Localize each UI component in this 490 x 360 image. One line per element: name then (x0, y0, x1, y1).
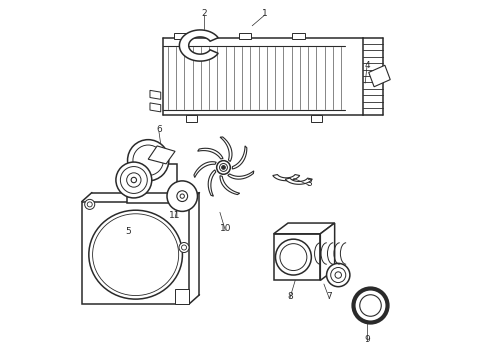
Ellipse shape (360, 295, 381, 316)
Polygon shape (150, 90, 161, 99)
Polygon shape (232, 146, 247, 169)
Ellipse shape (127, 140, 169, 181)
Polygon shape (126, 164, 177, 203)
Bar (174, 33, 187, 39)
Polygon shape (197, 148, 223, 159)
Polygon shape (320, 223, 335, 280)
Bar (293, 33, 305, 39)
Text: 11: 11 (170, 211, 181, 220)
Bar (311, 116, 322, 122)
Text: 7: 7 (326, 292, 332, 301)
Ellipse shape (116, 162, 152, 198)
Polygon shape (82, 202, 190, 304)
Text: 2: 2 (201, 9, 207, 18)
Ellipse shape (335, 272, 342, 278)
Ellipse shape (221, 166, 225, 169)
Text: 10: 10 (220, 224, 231, 233)
Ellipse shape (85, 199, 95, 210)
Ellipse shape (275, 239, 311, 275)
Text: 6: 6 (156, 125, 162, 134)
Text: 3: 3 (307, 179, 313, 188)
Text: 5: 5 (125, 228, 131, 237)
Polygon shape (368, 65, 390, 87)
Polygon shape (285, 178, 312, 184)
Polygon shape (274, 223, 335, 234)
Polygon shape (175, 289, 190, 304)
Ellipse shape (167, 181, 197, 211)
Polygon shape (179, 30, 218, 61)
Ellipse shape (89, 210, 182, 299)
Ellipse shape (220, 163, 227, 171)
Polygon shape (220, 137, 232, 162)
Ellipse shape (177, 191, 188, 202)
Text: 1: 1 (262, 9, 268, 18)
Polygon shape (220, 176, 240, 194)
Polygon shape (228, 171, 254, 179)
Polygon shape (148, 146, 175, 164)
Polygon shape (273, 175, 300, 181)
Polygon shape (208, 170, 216, 196)
Polygon shape (194, 162, 216, 177)
Ellipse shape (179, 243, 189, 252)
Ellipse shape (180, 194, 184, 198)
Text: 8: 8 (287, 292, 293, 301)
Ellipse shape (326, 264, 350, 287)
Polygon shape (274, 234, 320, 280)
Ellipse shape (131, 177, 137, 183)
Polygon shape (150, 103, 161, 112)
Bar (186, 116, 196, 122)
Text: 4: 4 (364, 61, 370, 70)
Ellipse shape (217, 161, 230, 174)
Ellipse shape (353, 288, 388, 323)
Text: 9: 9 (364, 335, 370, 344)
Bar (239, 33, 251, 39)
